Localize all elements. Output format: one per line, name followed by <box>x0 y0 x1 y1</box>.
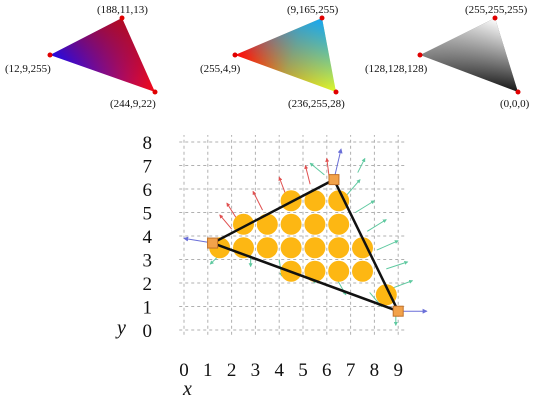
y-tick-label: 8 <box>143 133 153 154</box>
y-tick-label: 5 <box>143 204 153 225</box>
pixel-sample-disc <box>304 190 326 212</box>
pixel-sample-disc <box>304 260 326 282</box>
rainbow-triangle-top-blend <box>235 18 336 92</box>
y-tick-label: 4 <box>143 227 153 248</box>
rainbow-vertex-left-label: (255,4,9) <box>200 63 241 75</box>
x-tick-label: 3 <box>251 360 261 381</box>
pixel-sample-disc <box>328 213 350 235</box>
pixel-sample-disc <box>304 237 326 259</box>
gray-vertex-left <box>417 52 423 58</box>
y-tick-label: 1 <box>143 298 153 319</box>
raster-triangle-vertices <box>207 174 404 317</box>
pixel-sample-disc <box>328 260 350 282</box>
raster-triangle <box>209 177 401 314</box>
rgb-vertex-top-label: (188,11,13) <box>97 4 148 16</box>
gray-triangle-group: (255,255,255) (128,128,128) (0,0,0) <box>365 4 530 110</box>
x-tick-label: 1 <box>203 360 213 381</box>
green-arrow <box>309 162 325 176</box>
raster-vertex-marker <box>328 174 340 186</box>
gray-vertex-top <box>492 15 498 21</box>
rainbow-vertex-top-label: (9,165,255) <box>287 4 339 16</box>
rgb-vertex-left-label: (12,9,255) <box>5 63 51 75</box>
pixel-sample-disc <box>304 213 326 235</box>
rgb-vertex-right-label: (244,9,22) <box>110 98 156 110</box>
x-tick-label: 7 <box>346 360 356 381</box>
gray-vertex-right-label: (0,0,0) <box>500 98 530 110</box>
x-tick-label: 0 <box>179 360 189 381</box>
green-arrow <box>357 157 366 173</box>
green-arrow <box>376 240 399 251</box>
rgb-triangle-group: (188,11,13) (12,9,255) (244,9,22) <box>5 4 158 110</box>
pixel-sample-disc <box>352 237 373 259</box>
rgb-vertex-left <box>47 52 53 58</box>
green-arrow <box>366 219 387 232</box>
green-arrow <box>393 279 414 289</box>
x-axis-label: x <box>182 378 192 400</box>
green-arrow <box>345 179 361 197</box>
rainbow-vertex-top <box>319 15 325 21</box>
rgb-vertex-right <box>152 89 158 95</box>
rainbow-vertex-left <box>232 52 238 58</box>
y-tick-label: 7 <box>143 157 153 178</box>
x-tick-label: 2 <box>227 360 237 381</box>
y-tick-label: 3 <box>143 251 153 272</box>
red-arrow <box>219 214 232 230</box>
pixel-sample-disc <box>280 237 302 259</box>
gray-triangle-top-blend <box>420 18 518 92</box>
rainbow-vertex-right <box>333 89 339 95</box>
raster-vertex-marker <box>207 237 219 249</box>
rainbow-triangle-group: (9,165,255) (255,4,9) (236,255,28) <box>200 4 345 110</box>
x-tick-label: 9 <box>393 360 403 381</box>
green-arrow <box>386 260 409 270</box>
y-tick-label: 0 <box>143 321 153 342</box>
raster-vertex-marker <box>392 305 404 317</box>
raster-triangle-edges <box>209 177 401 314</box>
x-tick-label: 5 <box>298 360 308 381</box>
x-tick-label: 6 <box>322 360 332 381</box>
gray-vertex-top-label: (255,255,255) <box>465 4 528 16</box>
pixel-sample-disc <box>256 237 278 259</box>
y-axis-ticks: 01 23 45 67 8 <box>143 133 153 342</box>
plot-grid <box>179 134 406 335</box>
y-tick-label: 2 <box>143 274 153 295</box>
pixel-sample-disc <box>256 213 278 235</box>
rgb-vertex-top <box>119 15 125 21</box>
gray-vertex-right <box>515 89 521 95</box>
rainbow-vertex-right-label: (236,255,28) <box>288 98 345 110</box>
x-tick-label: 8 <box>370 360 380 381</box>
y-tick-label: 6 <box>143 180 153 201</box>
green-arrow <box>355 200 375 213</box>
red-arrow <box>252 190 263 211</box>
red-arrow <box>304 164 311 185</box>
gray-vertex-left-label: (128,128,128) <box>365 63 428 75</box>
y-axis-label: y <box>115 317 126 339</box>
pixel-sample-disc <box>280 213 302 235</box>
rgb-triangle-top-blend <box>50 18 155 92</box>
x-tick-label: 4 <box>274 360 284 381</box>
pixel-sample-disc <box>352 260 373 282</box>
pixel-sample-disc <box>328 190 350 212</box>
pixel-sample-disc <box>328 237 350 259</box>
